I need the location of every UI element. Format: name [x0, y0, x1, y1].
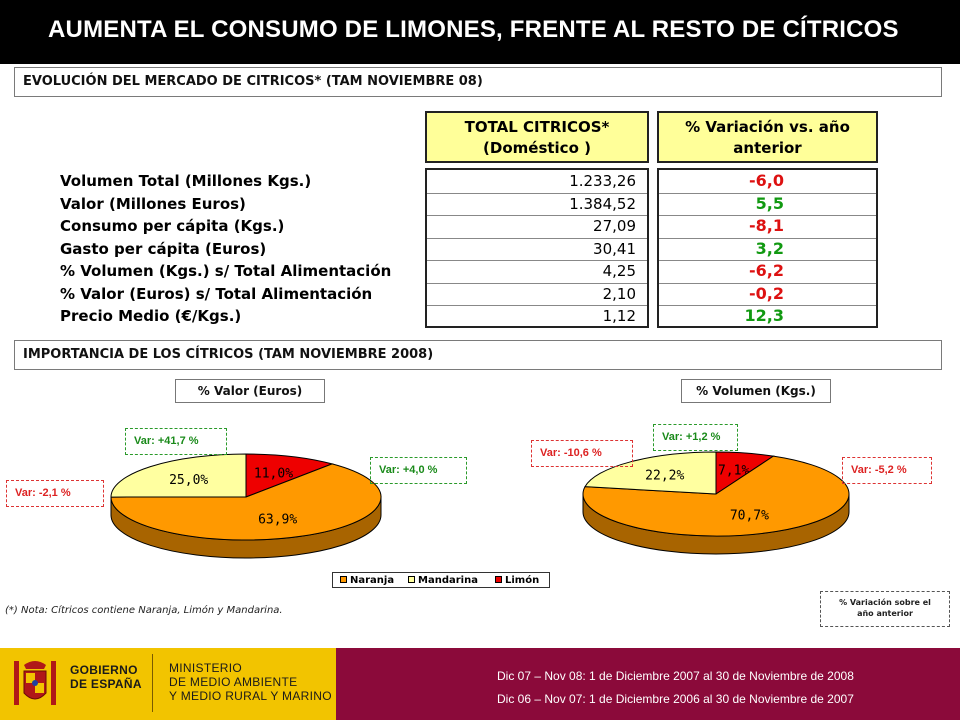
- pie-data-label: 70,7%: [730, 509, 769, 524]
- footer-date-line2: Dic 06 – Nov 07: 1 de Diciembre 2006 al …: [497, 692, 854, 706]
- legend-swatch-naranja: [340, 576, 347, 583]
- row-divider: [659, 260, 876, 261]
- header-total-citricos: TOTAL CITRICOS* (Doméstico ): [425, 111, 649, 163]
- footer-divider: [152, 654, 153, 712]
- header-variacion: % Variación vs. año anterior: [657, 111, 878, 163]
- values-box: [425, 168, 649, 328]
- variacion-note: % Variación sobre el año anterior: [820, 591, 950, 627]
- legend-swatch-limon: [495, 576, 502, 583]
- row-divider: [659, 192, 876, 194]
- row-label: Valor (Millones Euros): [60, 194, 246, 213]
- var-valor-mandarina: Var: -2,1 %: [6, 480, 104, 507]
- footnote: (*) Nota: Cítricos contiene Naranja, Lim…: [5, 605, 283, 616]
- legend-swatch-mandarina: [408, 576, 415, 583]
- row-variation: -0,2: [749, 283, 784, 303]
- pie-data-label: 7,1%: [718, 463, 749, 478]
- pie-slice-naranja: [110, 463, 382, 541]
- row-divider: [427, 215, 647, 216]
- row-value: 2,10: [602, 284, 636, 303]
- row-value: 27,09: [593, 217, 636, 235]
- row-variation: 5,5: [755, 193, 784, 213]
- row-divider: [427, 192, 647, 194]
- row-variation: -6,0: [749, 171, 784, 190]
- legend-naranja: Naranja: [350, 575, 395, 586]
- coat-of-arms-icon: [14, 661, 56, 705]
- variations-box: [657, 168, 878, 328]
- page-title: AUMENTA EL CONSUMO DE LIMONES, FRENTE AL…: [48, 16, 899, 43]
- row-variation: 12,3: [744, 306, 784, 325]
- row-divider: [659, 305, 876, 306]
- section-evolucion-title: EVOLUCIÓN DEL MERCADO DE CITRICOS* (TAM …: [23, 74, 483, 89]
- pie-data-label: 63,9%: [258, 512, 297, 527]
- var-valor-limon: Var: +41,7 %: [125, 428, 227, 455]
- row-value: 1,12: [602, 307, 636, 325]
- row-divider: [427, 237, 647, 239]
- ministerio-line2: DE MEDIO AMBIENTE: [169, 675, 298, 689]
- row-variation: -6,2: [749, 261, 784, 280]
- ministerio-label: MINISTERIO DE MEDIO AMBIENTE Y MEDIO RUR…: [169, 661, 332, 703]
- gobierno-label: GOBIERNO DE ESPAÑA: [70, 663, 142, 691]
- variacion-note-line1: % Variación sobre el: [839, 598, 931, 607]
- pie-valor-title: % Valor (Euros): [175, 379, 325, 403]
- pie-slice-mandarina: [584, 451, 717, 495]
- gobierno-line2: DE ESPAÑA: [70, 677, 142, 691]
- ministerio-line1: MINISTERIO: [169, 661, 243, 675]
- row-variation: 3,2: [755, 238, 784, 258]
- var-volumen-limon: Var: +1,2 %: [653, 424, 738, 451]
- header-var-line2: anterior: [733, 139, 802, 157]
- row-value: 30,41: [593, 239, 636, 258]
- section-importancia-title: IMPORTANCIA DE LOS CÍTRICOS (TAM NOVIEMB…: [23, 347, 434, 362]
- row-divider: [659, 215, 876, 216]
- pie-data-label: 25,0%: [169, 473, 208, 488]
- section-evolucion: EVOLUCIÓN DEL MERCADO DE CITRICOS* (TAM …: [14, 67, 942, 97]
- header-total-line2: (Doméstico ): [483, 139, 591, 157]
- var-valor-naranja: Var: +4,0 %: [370, 457, 467, 484]
- pie-data-label: 11,0%: [254, 467, 293, 482]
- pie-volumen-title: % Volumen (Kgs.): [681, 379, 831, 403]
- section-importancia: IMPORTANCIA DE LOS CÍTRICOS (TAM NOVIEMB…: [14, 340, 942, 370]
- pie-slice-naranja: [582, 455, 850, 537]
- variacion-note-line2: año anterior: [857, 609, 913, 618]
- row-value: 4,25: [602, 262, 636, 280]
- footer-dates-band: [336, 648, 960, 720]
- header-var-line1: % Variación vs. año: [685, 118, 850, 136]
- legend-limon: Limón: [505, 575, 540, 586]
- legend-mandarina: Mandarina: [418, 575, 478, 586]
- footer-date-line1: Dic 07 – Nov 08: 1 de Diciembre 2007 al …: [497, 669, 854, 683]
- gobierno-line1: GOBIERNO: [70, 663, 138, 677]
- row-divider: [427, 282, 647, 284]
- row-label: Gasto per cápita (Euros): [60, 239, 267, 258]
- row-divider: [427, 305, 647, 306]
- row-label: % Volumen (Kgs.) s/ Total Alimentación: [60, 262, 392, 280]
- pie-legend: Naranja Mandarina Limón: [332, 572, 550, 588]
- row-variation: -8,1: [749, 216, 784, 235]
- header-total-line1: TOTAL CITRICOS*: [464, 118, 610, 136]
- var-volumen-naranja: Var: -5,2 %: [842, 457, 932, 484]
- ministerio-line3: Y MEDIO RURAL Y MARINO: [169, 689, 332, 703]
- row-label: Consumo per cápita (Kgs.): [60, 217, 285, 235]
- title-bar: AUMENTA EL CONSUMO DE LIMONES, FRENTE AL…: [0, 0, 960, 64]
- row-value: 1.233,26: [569, 172, 636, 190]
- row-divider: [427, 260, 647, 261]
- row-value: 1.384,52: [569, 194, 636, 213]
- row-divider: [659, 237, 876, 239]
- row-divider: [659, 282, 876, 284]
- pie-slice-limón: [245, 453, 334, 498]
- row-label: Precio Medio (€/Kgs.): [60, 307, 242, 325]
- var-volumen-mandarina: Var: -10,6 %: [531, 440, 633, 467]
- pie-data-label: 22,2%: [645, 469, 684, 484]
- row-label: Volumen Total (Millones Kgs.): [60, 172, 312, 190]
- row-label: % Valor (Euros) s/ Total Alimentación: [60, 284, 373, 303]
